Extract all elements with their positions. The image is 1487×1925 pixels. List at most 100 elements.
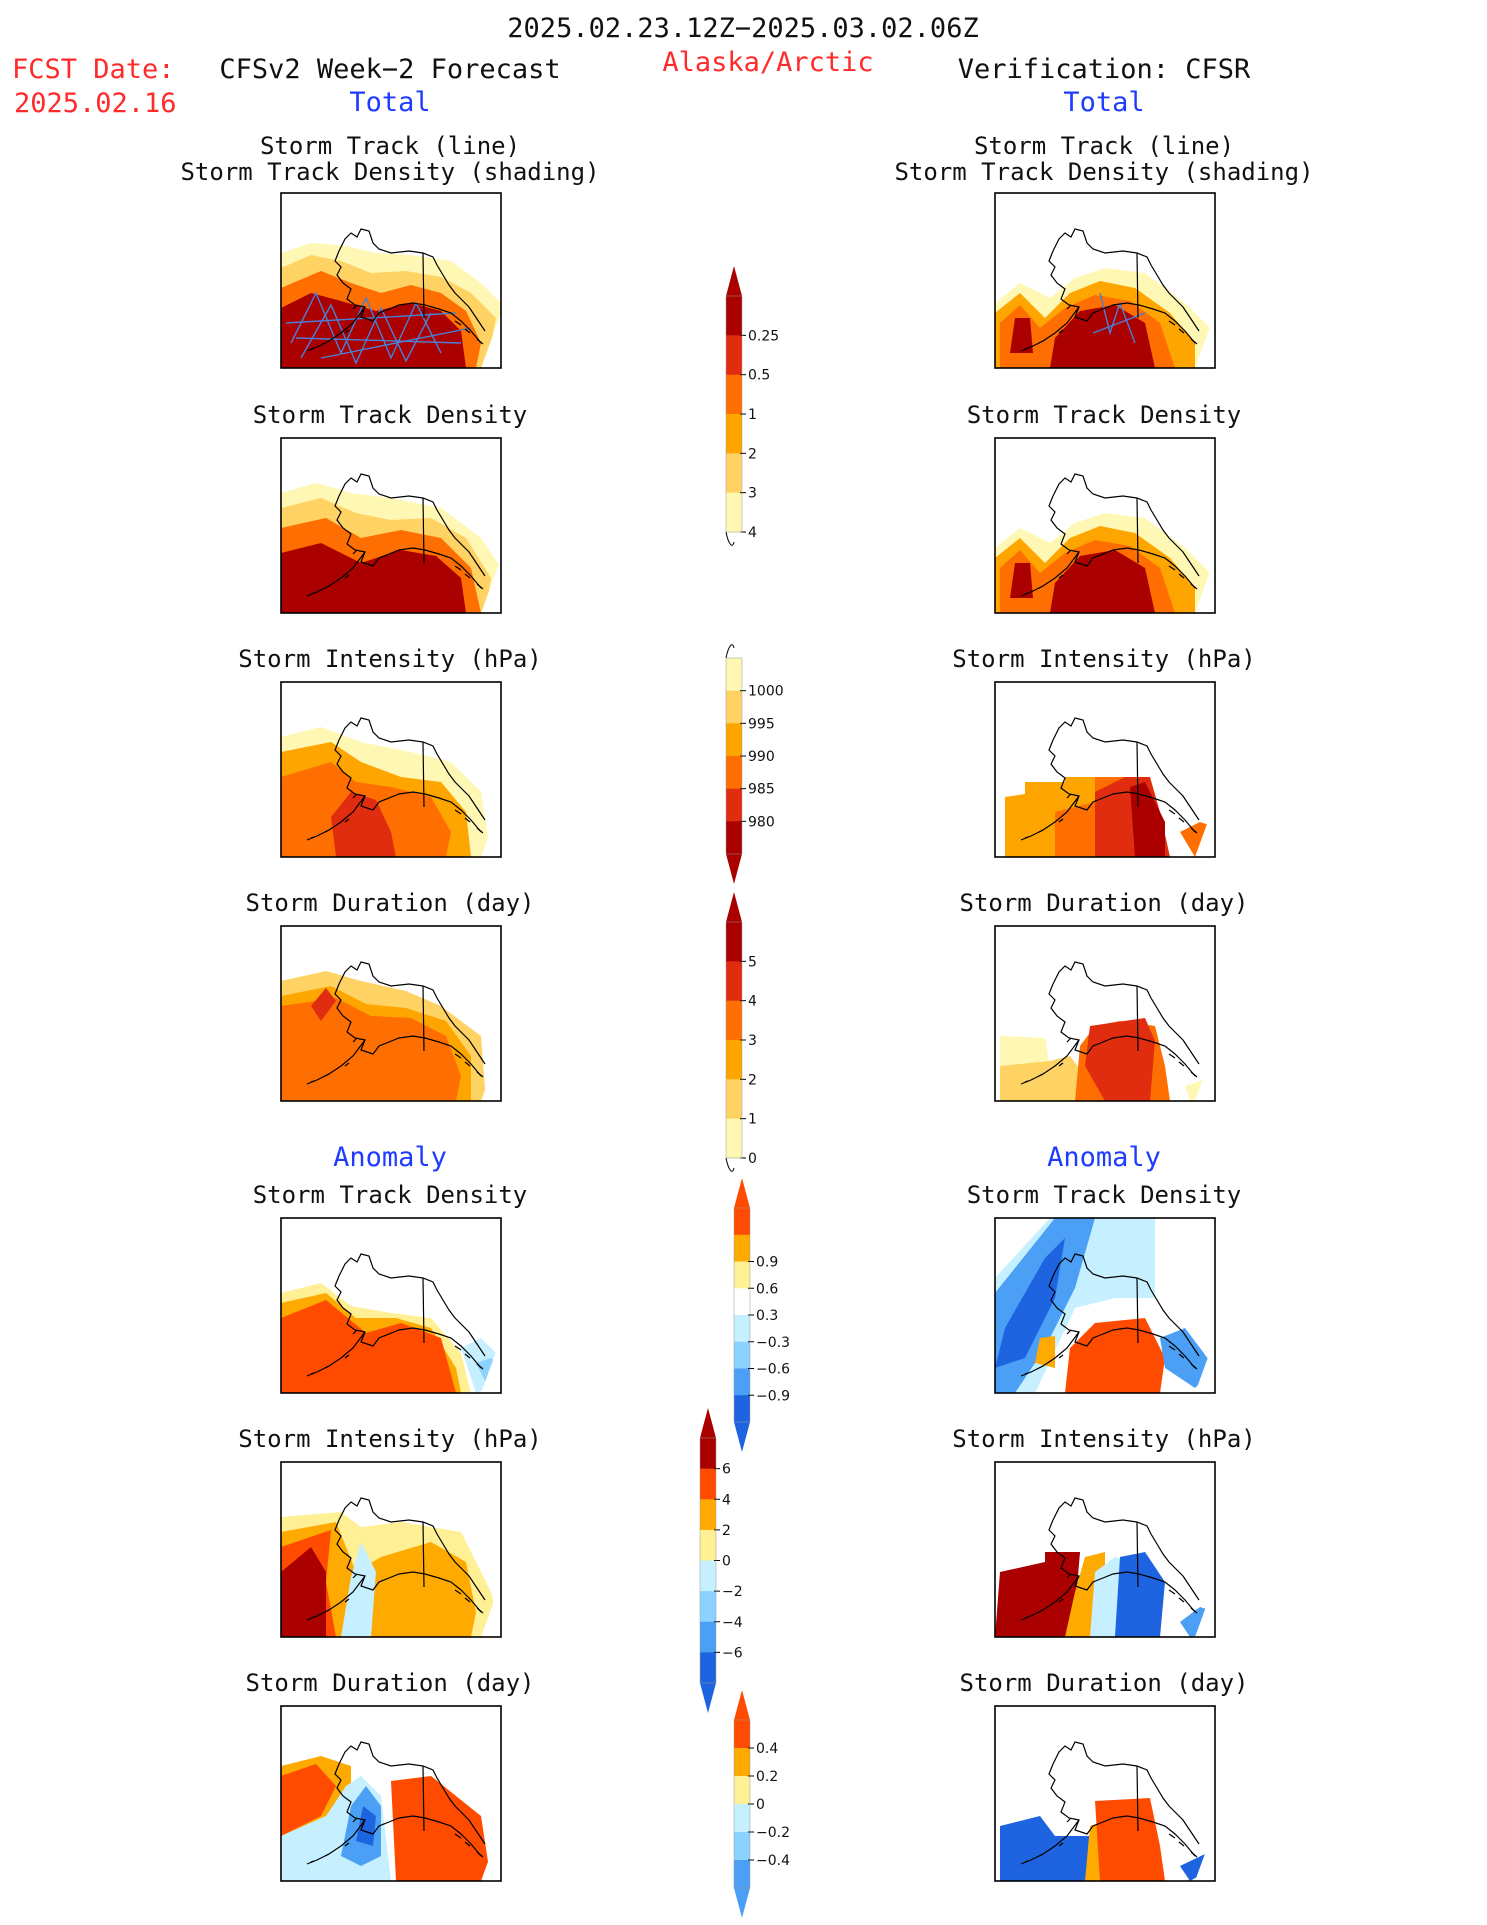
colorbar-tick-label: 0 — [756, 1797, 765, 1813]
forecast-anomaly-label: Anomaly — [333, 1142, 447, 1173]
colorbar-tick-label: 980 — [748, 814, 775, 830]
colorbar-tick-label: 6 — [722, 1462, 731, 1478]
colorbar-tick-label: 990 — [748, 749, 775, 765]
verification-anomaly-label: Anomaly — [1047, 1142, 1161, 1173]
colorbar-tick-label: 1 — [748, 1112, 757, 1128]
verif-anom-density-band-3 — [995, 1238, 1065, 1368]
colorbar-bottom-tail — [725, 531, 735, 546]
verif-track-lines — [1092, 292, 1146, 344]
verif-anom-density-title: Storm Track Density — [967, 1181, 1242, 1209]
colorbar-tick-label: 3 — [748, 1033, 757, 1049]
colorbar-tick-label: 4 — [748, 525, 757, 541]
colorbar-tick-label: 0.2 — [756, 1769, 778, 1785]
fcst-anom-duration-band-5 — [356, 1806, 376, 1846]
verif-track-shading-title: Storm Track Density (shading) — [894, 158, 1313, 186]
colorbar-swatch — [726, 690, 742, 724]
colorbar-swatch — [726, 1000, 742, 1041]
verification-column-title: Verification: CFSR — [958, 54, 1251, 85]
colorbars: 0.250.5123410009959909859805432100.90.60… — [699, 266, 790, 1918]
colorbar-tick-label: 0.6 — [756, 1281, 778, 1297]
colorbar-top-tail — [725, 644, 735, 659]
colorbar-swatch — [734, 1395, 750, 1423]
colorbar-tick-label: −2 — [722, 1584, 743, 1600]
colorbar-tick-label: −4 — [722, 1615, 743, 1631]
colorbar-swatch — [734, 1234, 750, 1262]
colorbar-swatch — [700, 1560, 716, 1592]
colorbar-tick-label: −6 — [722, 1645, 743, 1661]
colorbar-swatch — [734, 1368, 750, 1396]
colorbar-swatch — [734, 1748, 750, 1777]
region-title: Alaska/Arctic — [662, 47, 873, 78]
colorbar-swatch — [734, 1720, 750, 1749]
colorbar-frame — [699, 1437, 717, 1684]
verif-duration-title: Storm Duration (day) — [960, 889, 1249, 917]
colorbar-swatch — [734, 1804, 750, 1833]
colorbar-bottom-arrow — [726, 854, 742, 884]
forecast-total-label: Total — [349, 87, 430, 118]
colorbar-frame — [733, 1207, 751, 1423]
colorbar-swatch — [700, 1529, 716, 1561]
colorbar-tick-label: 0 — [722, 1554, 731, 1570]
fcst-date-label: FCST Date: — [12, 54, 175, 85]
colorbar-tick-label: −0.6 — [756, 1362, 790, 1378]
verif-intensity-title: Storm Intensity (hPa) — [952, 645, 1255, 673]
verif-intensity-map — [994, 681, 1216, 858]
verif-anom-density-map — [994, 1217, 1216, 1394]
verif-anom-intensity-map — [994, 1461, 1216, 1638]
fcst-date-value: 2025.02.16 — [14, 88, 177, 119]
colorbar-swatch — [726, 1040, 742, 1080]
colorbar-tick-label: 0.5 — [748, 368, 770, 384]
fcst-track-map — [280, 192, 502, 369]
colorbar-swatch — [700, 1438, 716, 1470]
colorbar-tick-label: 0 — [748, 1151, 757, 1167]
fcst-track-line-title: Storm Track (line) — [260, 132, 520, 160]
colorbar-swatch — [726, 1079, 742, 1120]
colorbar-tick-label: 4 — [722, 1492, 731, 1508]
colorbar-bottom-arrow — [700, 1683, 716, 1713]
colorbar-colorbar_density_anomaly: 0.9 0.6 0.3 −0.3 −0.6 −0.9 — [733, 1178, 790, 1452]
fcst-intensity-map — [280, 681, 502, 858]
colorbar-tick-label: −0.9 — [756, 1388, 790, 1404]
colorbar-colorbar_intensity_anomaly: 6 4 2 0 −2 −4 −6 — [699, 1408, 743, 1713]
colorbar-top-arrow — [734, 1178, 750, 1208]
colorbar-swatch — [726, 788, 742, 822]
verif-duration-band-2 — [1000, 1056, 1085, 1101]
colorbar-swatch — [726, 453, 742, 494]
colorbar-swatch — [700, 1499, 716, 1531]
colorbar-bottom-tail — [725, 1157, 735, 1172]
colorbar-top-arrow — [726, 266, 742, 296]
colorbar-swatch — [734, 1315, 750, 1343]
colorbar-tick-label: 3 — [748, 486, 757, 502]
fcst-duration-band-4 — [311, 988, 336, 1021]
verif-intensity-band-4 — [1130, 782, 1165, 857]
fcst-anom-intensity-band-4 — [281, 1547, 326, 1637]
verif-duration-map — [994, 925, 1216, 1102]
colorbar-swatch — [726, 374, 742, 415]
colorbar-colorbar_duration_anomaly: 0.4 0.2 0 −0.2 −0.4 — [733, 1690, 790, 1918]
colorbar-top-arrow — [726, 892, 742, 922]
colorbar-swatch — [734, 1341, 750, 1369]
verif-track-map — [994, 192, 1216, 369]
verif-track-line-title: Storm Track (line) — [974, 132, 1234, 160]
fcst-anom-duration-map — [280, 1705, 502, 1882]
colorbar-tick-label: 0.25 — [748, 328, 779, 344]
fcst-anom-density-title: Storm Track Density — [253, 1181, 528, 1209]
fcst-anom-density-band-3 — [281, 1300, 456, 1393]
colorbar-swatch — [734, 1261, 750, 1289]
colorbar-bottom-arrow — [734, 1422, 750, 1452]
colorbar-tick-label: 985 — [748, 782, 775, 798]
colorbar-tick-label: −0.2 — [756, 1825, 790, 1841]
colorbar-swatch — [726, 296, 742, 336]
colorbar-frame — [725, 295, 743, 533]
fcst-duration-title: Storm Duration (day) — [246, 889, 535, 917]
colorbar-tick-label: 2 — [722, 1523, 731, 1539]
verif-density-title: Storm Track Density — [967, 401, 1242, 429]
colorbar-tick-label: −0.4 — [756, 1853, 790, 1869]
verif-anom-density-band-6 — [1160, 1328, 1215, 1388]
colorbar-tick-label: 0.3 — [756, 1308, 778, 1324]
colorbar-tick-label: 2 — [748, 1072, 757, 1088]
colorbar-swatch — [700, 1652, 716, 1684]
fcst-intensity-band-4 — [331, 792, 396, 857]
colorbar-tick-label: 0.9 — [756, 1255, 778, 1271]
